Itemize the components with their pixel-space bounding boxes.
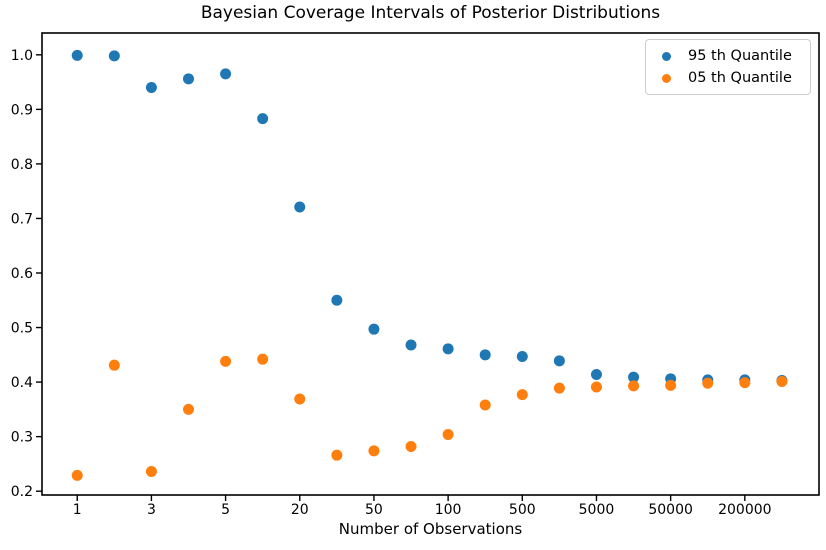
scatter-point-05-th-quantile [553, 382, 565, 394]
x-tick-label: 3 [147, 502, 156, 518]
scatter-point-95-th-quantile [516, 350, 528, 362]
y-tick-label: 1.0 [11, 48, 33, 64]
y-tick-label: 0.5 [11, 321, 33, 337]
scatter-point-95-th-quantile [71, 49, 83, 61]
y-tick-label: 0.8 [11, 157, 33, 173]
legend-label: 95 th Quantile [688, 48, 792, 64]
scatter-point-95-th-quantile [479, 349, 491, 361]
x-axis-label: Number of Observations [338, 520, 523, 538]
x-tick-label: 5000 [579, 502, 615, 518]
x-tick-label: 500 [509, 502, 536, 518]
scatter-point-05-th-quantile [442, 428, 454, 440]
scatter-point-05-th-quantile [628, 380, 640, 392]
legend-item-95-th-quantile: 95 th Quantile [662, 45, 796, 67]
y-tick-label: 0.6 [11, 266, 33, 282]
scatter-point-05-th-quantile [776, 376, 788, 388]
x-tick-label: 50 [365, 502, 383, 518]
scatter-point-95-th-quantile [145, 82, 157, 94]
chart-title: Bayesian Coverage Intervals of Posterior… [200, 3, 661, 23]
scatter-point-05-th-quantile [739, 377, 751, 389]
scatter-point-95-th-quantile [553, 355, 565, 367]
x-tick-label: 200000 [718, 502, 771, 518]
scatter-point-95-th-quantile [294, 201, 306, 213]
legend: 95 th Quantile 05 th Quantile [645, 39, 811, 95]
scatter-point-95-th-quantile [182, 73, 194, 85]
scatter-point-95-th-quantile [405, 339, 417, 351]
scatter-point-95-th-quantile [220, 68, 232, 80]
scatter-point-05-th-quantile [516, 389, 528, 401]
scatter-point-05-th-quantile [294, 393, 306, 405]
y-tick-label: 0.9 [11, 102, 33, 118]
scatter-point-05-th-quantile [702, 377, 714, 389]
scatter-point-05-th-quantile [108, 359, 120, 371]
scatter-point-95-th-quantile [628, 371, 640, 383]
y-tick-label: 0.3 [11, 430, 33, 446]
x-tick-label: 100 [435, 502, 462, 518]
scatter-point-05-th-quantile [479, 399, 491, 411]
x-tick-label: 50000 [648, 502, 693, 518]
scatter-point-95-th-quantile [590, 368, 602, 380]
y-tick-label: 0.4 [11, 375, 33, 391]
scatter-point-95-th-quantile [442, 343, 454, 355]
scatter-point-95-th-quantile [257, 113, 269, 125]
x-tick-label: 1 [73, 502, 82, 518]
scatter-point-05-th-quantile [665, 379, 677, 391]
scatter-point-05-th-quantile [257, 353, 269, 365]
legend-label: 05 th Quantile [688, 70, 792, 86]
scatter-point-05-th-quantile [182, 403, 194, 415]
legend-marker-dot-95-th-quantile [662, 51, 671, 61]
scatter-point-05-th-quantile [590, 381, 602, 393]
scatter-point-05-th-quantile [368, 445, 380, 457]
scatter-point-95-th-quantile [368, 323, 380, 335]
scatter-point-05-th-quantile [71, 469, 83, 481]
y-tick-label: 0.7 [11, 211, 33, 227]
scatter-point-95-th-quantile [108, 50, 120, 62]
x-tick-label: 5 [221, 502, 230, 518]
axes-frame [41, 32, 820, 496]
legend-item-05-th-quantile: 05 th Quantile [662, 67, 796, 89]
scatter-point-05-th-quantile [331, 449, 343, 461]
scatter-point-95-th-quantile [331, 294, 343, 306]
y-tick-label: 0.2 [11, 484, 33, 500]
legend-marker-dot-05-th-quantile [662, 73, 671, 83]
scatter-point-05-th-quantile [145, 466, 157, 478]
x-tick-label: 20 [291, 502, 309, 518]
scatter-point-05-th-quantile [405, 440, 417, 452]
scatter-point-05-th-quantile [220, 355, 232, 367]
